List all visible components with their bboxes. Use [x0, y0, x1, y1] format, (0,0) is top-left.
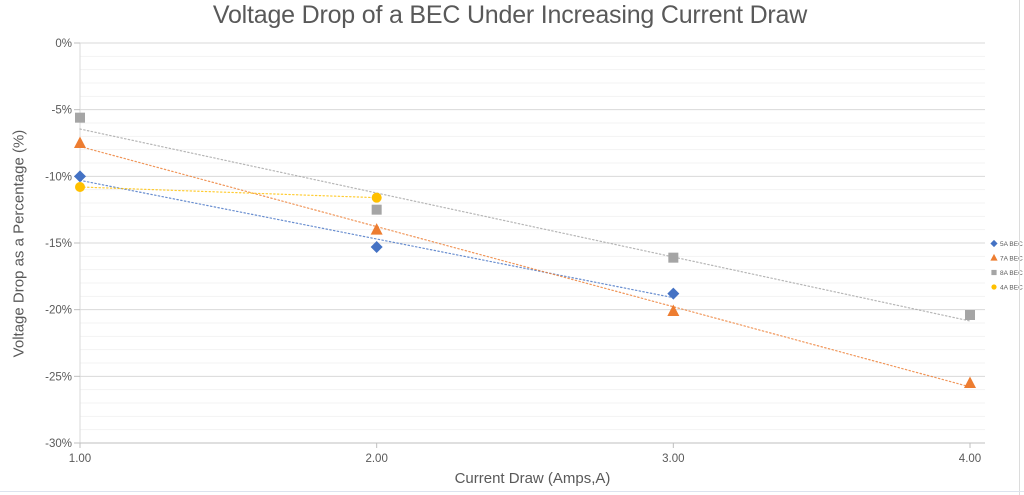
y-tick-label: -10% — [45, 171, 72, 183]
marker-4a-bec — [371, 192, 382, 203]
marker-8a-bec — [75, 112, 85, 123]
trendline-4a-bec — [79, 186, 378, 199]
legend-marker-8a-bec — [991, 269, 997, 276]
marker-7a-bec — [667, 304, 680, 316]
marker-7a-bec — [74, 136, 86, 148]
marker-5a-bec — [667, 287, 680, 300]
legend-marker-7a-bec — [990, 253, 998, 261]
marker-8a-bec — [668, 252, 679, 263]
legend-item-5a-bec: 5A BEC — [990, 239, 1023, 248]
legend-marker-4a-bec — [991, 284, 997, 290]
legend-label-8a-bec: 8A BEC — [1000, 270, 1023, 277]
y-tick-label: 0% — [55, 38, 72, 50]
y-tick-label: -25% — [45, 371, 72, 383]
chart-title: Voltage Drop of a BEC Under Increasing C… — [212, 1, 808, 29]
trendline-8a-bec — [79, 128, 971, 322]
chart-right-border — [1019, 0, 1020, 495]
x-tick-label: 1.00 — [69, 453, 91, 465]
marker-8a-bec — [965, 310, 975, 320]
marker-5a-bec — [370, 241, 383, 253]
trendline-7a-bec — [79, 145, 971, 388]
y-tick-label: -5% — [52, 105, 72, 117]
legend-label-5a-bec: 5A BEC — [1000, 241, 1023, 248]
marker-4a-bec — [75, 182, 85, 192]
legend-label-7a-bec: 7A BEC — [1000, 256, 1023, 263]
legend: 5A BEC 7A BEC 8A BEC 4A BEC — [990, 239, 1023, 292]
y-tick-label: -15% — [45, 238, 72, 250]
legend-label-4a-bec: 4A BEC — [1000, 285, 1023, 292]
legend-item-7a-bec: 7A BEC — [990, 253, 1023, 263]
x-tick-label: 3.00 — [662, 453, 684, 465]
x-axis-title: Current Draw (Amps,A) — [454, 470, 611, 487]
y-tick-label: -20% — [45, 305, 72, 317]
legend-item-4a-bec: 4A BEC — [991, 284, 1023, 292]
chart-bottom-border — [0, 491, 1024, 492]
x-tick-label: 4.00 — [959, 453, 981, 465]
legend-marker-5a-bec — [990, 239, 998, 248]
marker-7a-bec — [964, 376, 976, 388]
marker-5a-bec — [74, 170, 86, 183]
legend-item-8a-bec: 8A BEC — [991, 269, 1023, 277]
y-tick-label: -30% — [45, 438, 72, 450]
marker-7a-bec — [370, 223, 383, 235]
x-tick-label: 2.00 — [365, 453, 387, 465]
marker-8a-bec — [371, 204, 382, 215]
